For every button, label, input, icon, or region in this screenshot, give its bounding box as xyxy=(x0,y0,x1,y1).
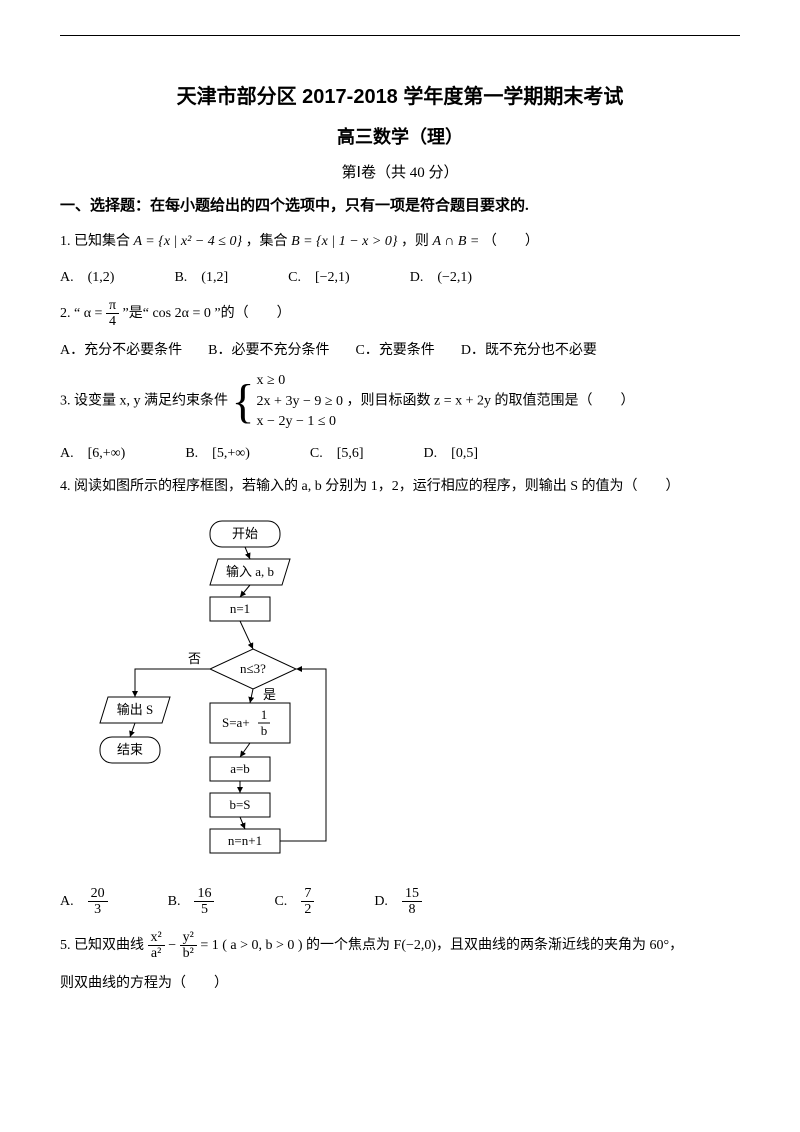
q1-expr: A ∩ B = xyxy=(432,234,479,249)
svg-text:输入 a, b: 输入 a, b xyxy=(226,564,274,579)
svg-text:否: 否 xyxy=(188,651,201,666)
q1-setA: A = {x | x² − 4 ≤ 0} xyxy=(134,234,243,249)
left-brace-icon: { xyxy=(232,378,255,426)
q5-f1-den: a² xyxy=(148,946,165,961)
flowchart-svg: 开始输入 a, b n=1 n≤3? S=a+ 1b a=b b=S n=n+1 输出 S 结束 是… xyxy=(70,511,330,871)
q5-eq: = 1 ( a > 0, b > 0 ) 的一个焦点为 F(−2,0)，且双曲线… xyxy=(200,938,683,953)
q3-opt-d: D. [0,5] xyxy=(424,442,478,462)
q3-post: ，则目标函数 z = x + 2y 的取值范围是（ ） xyxy=(347,394,635,409)
question-3: 3. 设变量 x, y 满足约束条件 { x ≥ 0 2x + 3y − 9 ≥… xyxy=(60,371,740,432)
q5-f1-num: x² xyxy=(148,930,165,946)
q2-opt-a-val: 充分不必要条件 xyxy=(84,343,182,358)
q2-pre: 2. “ xyxy=(60,306,80,321)
question-4: 4. 阅读如图所示的程序框图，若输入的 a, b 分别为 1，2，运行相应的程序… xyxy=(60,474,740,501)
q1-setB: B = {x | 1 − x > 0} xyxy=(291,234,397,249)
page-top-rule xyxy=(60,35,740,36)
part-label: 第Ⅰ卷（共 40 分） xyxy=(60,161,740,182)
question-5: 5. 已知双曲线 x² a² − y² b² = 1 ( a > 0, b > … xyxy=(60,930,740,962)
q2-opt-c: C．充要条件 xyxy=(355,339,434,359)
svg-text:1: 1 xyxy=(261,707,268,722)
question-5-line2: 则双曲线的方程为（ ） xyxy=(60,971,740,998)
q1-options: A. (1,2) B. (1,2] C. [−2,1) D. (−2,1) xyxy=(60,266,740,286)
q3-opt-c: C. [5,6] xyxy=(310,442,364,462)
q1-mid1: ，集合 xyxy=(246,234,292,249)
svg-text:b=S: b=S xyxy=(229,797,250,812)
q2-alpha: α = xyxy=(84,306,106,321)
q1-opt-a-val: (1,2) xyxy=(88,270,115,285)
q1-opt-d-val: (−2,1) xyxy=(437,270,472,285)
q4-opt-b: B. 165 xyxy=(168,886,215,918)
q4-c-num: 7 xyxy=(301,886,314,902)
q1-opt-d: D. (−2,1) xyxy=(410,266,472,286)
q1-pre: 1. 已知集合 xyxy=(60,234,134,249)
q4-b-den: 5 xyxy=(194,902,214,917)
q4-opt-d: D. 158 xyxy=(374,886,422,918)
svg-text:a=b: a=b xyxy=(230,761,250,776)
q4-a-den: 3 xyxy=(88,902,108,917)
q2-opt-d: D．既不充分也不必要 xyxy=(461,339,597,359)
svg-text:输出 S: 输出 S xyxy=(117,702,153,717)
q2-frac-den: 4 xyxy=(106,314,119,329)
q2-opt-a: A．充分不必要条件 xyxy=(60,339,182,359)
q4-d-den: 8 xyxy=(402,902,422,917)
page-subtitle: 高三数学（理） xyxy=(60,123,740,149)
q2-opt-b-val: 必要不充分条件 xyxy=(231,343,329,358)
question-1: 1. 已知集合 A = {x | x² − 4 ≤ 0} ，集合 B = {x … xyxy=(60,229,740,256)
q1-opt-b: B. (1,2] xyxy=(174,266,228,286)
q3-opt-b: B. [5,+∞) xyxy=(185,442,250,462)
q4-c-den: 2 xyxy=(301,902,314,917)
page-title: 天津市部分区 2017-2018 学年度第一学期期末考试 xyxy=(60,80,740,109)
q5-line2: 则双曲线的方程为（ ） xyxy=(60,976,228,991)
section-heading: 一、选择题：在每小题给出的四个选项中，只有一项是符合题目要求的. xyxy=(60,194,740,215)
q3-opt-a-val: [6,+∞) xyxy=(88,446,126,461)
q2-options: A．充分不必要条件 B．必要不充分条件 C．充要条件 D．既不充分也不必要 xyxy=(60,339,740,359)
q3-c1: 2x + 3y − 9 ≥ 0 xyxy=(257,394,343,409)
svg-text:n=n+1: n=n+1 xyxy=(228,833,262,848)
q4-opt-c: C. 72 xyxy=(274,886,314,918)
q2-opt-b: B．必要不充分条件 xyxy=(208,339,329,359)
q3-opt-a: A. [6,+∞) xyxy=(60,442,125,462)
q4-stem: 4. 阅读如图所示的程序框图，若输入的 a, b 分别为 1，2，运行相应的程序… xyxy=(60,479,680,494)
q5-f2-num: y² xyxy=(180,930,197,946)
q5-f2-den: b² xyxy=(180,946,197,961)
q4-opt-a: A. 203 xyxy=(60,886,108,918)
q2-mid: ”是“ cos 2α = 0 ”的（ ） xyxy=(123,306,291,321)
q3-pre: 3. 设变量 x, y 满足约束条件 xyxy=(60,394,232,409)
q4-a-num: 20 xyxy=(88,886,108,902)
q1-opt-c-val: [−2,1) xyxy=(315,270,350,285)
q2-opt-d-val: 既不充分也不必要 xyxy=(485,343,597,358)
q5-frac2: y² b² xyxy=(180,930,197,962)
q3-opt-b-val: [5,+∞) xyxy=(212,446,250,461)
q1-opt-c: C. [−2,1) xyxy=(288,266,350,286)
svg-text:b: b xyxy=(261,723,268,738)
q4-options: A. 203 B. 165 C. 72 D. 158 xyxy=(60,886,740,918)
q3-options: A. [6,+∞) B. [5,+∞) C. [5,6] D. [0,5] xyxy=(60,442,740,462)
q1-opt-b-val: (1,2] xyxy=(201,270,228,285)
q2-frac-num: π xyxy=(106,298,119,314)
q2-opt-c-val: 充要条件 xyxy=(379,343,435,358)
q3-opt-c-val: [5,6] xyxy=(337,446,364,461)
q3-constraints: { x ≥ 0 2x + 3y − 9 ≥ 0 x − 2y − 1 ≤ 0 xyxy=(232,371,344,432)
svg-text:n=1: n=1 xyxy=(230,601,250,616)
q3-constraint-lines: x ≥ 0 2x + 3y − 9 ≥ 0 x − 2y − 1 ≤ 0 xyxy=(257,371,343,432)
q5-minus: − xyxy=(168,938,179,953)
q3-c0: x ≥ 0 xyxy=(257,373,286,388)
q4-b-num: 16 xyxy=(194,886,214,902)
q5-frac1: x² a² xyxy=(148,930,165,962)
q1-opt-a: A. (1,2) xyxy=(60,266,114,286)
svg-text:是: 是 xyxy=(263,687,276,702)
question-2: 2. “ α = π 4 ”是“ cos 2α = 0 ”的（ ） xyxy=(60,298,740,330)
q1-tail: （ ） xyxy=(483,234,539,249)
q5-pre: 5. 已知双曲线 xyxy=(60,938,148,953)
flowchart: 开始输入 a, b n=1 n≤3? S=a+ 1b a=b b=S n=n+1 输出 S 结束 是… xyxy=(70,511,740,876)
q1-mid2: ，则 xyxy=(401,234,433,249)
q3-opt-d-val: [0,5] xyxy=(451,446,478,461)
svg-text:开始: 开始 xyxy=(232,526,258,541)
svg-text:结束: 结束 xyxy=(117,742,143,757)
q2-frac: π 4 xyxy=(106,298,119,330)
svg-text:n≤3?: n≤3? xyxy=(240,661,266,676)
svg-text:S=a+: S=a+ xyxy=(222,715,250,730)
q3-c2: x − 2y − 1 ≤ 0 xyxy=(257,414,336,429)
q4-d-num: 15 xyxy=(402,886,422,902)
